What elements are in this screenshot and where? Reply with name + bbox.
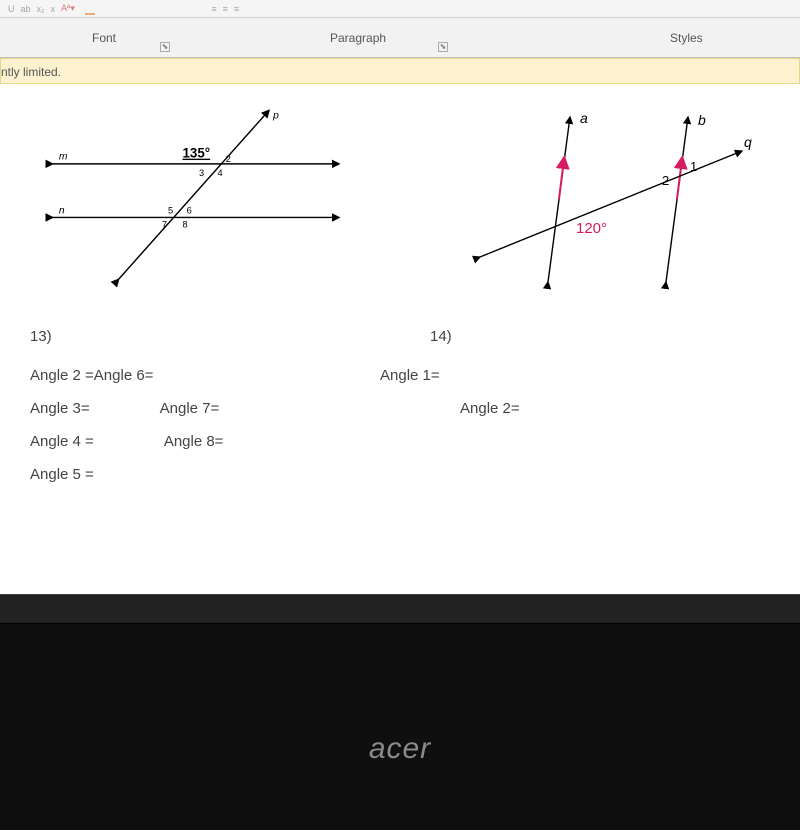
- ribbon-labels-row: Font Paragraph Styles ⬊ ⬊: [0, 18, 800, 58]
- q14-line: Angle 2=: [460, 392, 770, 425]
- q13-line: Angle 3=: [30, 392, 90, 425]
- format-icon[interactable]: [85, 3, 96, 15]
- question-13: 13) Angle 2 =Angle 6= Angle 3= Angle 7= …: [30, 320, 370, 491]
- format-icon[interactable]: Aª▾: [61, 3, 75, 14]
- format-icon[interactable]: x₂: [37, 4, 45, 14]
- svg-text:a: a: [580, 110, 588, 126]
- q13-line: Angle 8=: [164, 425, 224, 458]
- svg-text:8: 8: [182, 220, 187, 230]
- svg-text:4: 4: [218, 168, 223, 178]
- screen-bezel: [0, 594, 800, 624]
- question-14: 14) Angle 1= Angle 2=: [370, 320, 770, 491]
- format-icon[interactable]: U: [8, 4, 15, 14]
- q13-line: Angle 5 =: [30, 458, 370, 491]
- ribbon-toolbar-top: U ab x₂ x Aª▾ ≡ ≡ ≡: [0, 0, 800, 18]
- svg-text:1: 1: [690, 159, 697, 174]
- laptop-body: acer: [0, 624, 800, 830]
- svg-text:6: 6: [187, 205, 192, 215]
- svg-text:p: p: [272, 111, 279, 122]
- align-icon[interactable]: ≡: [234, 4, 239, 14]
- laptop-brand: acer: [369, 732, 431, 766]
- format-icon[interactable]: ab: [21, 4, 31, 14]
- notification-bar: ntly limited.: [0, 58, 800, 84]
- ribbon-font-label[interactable]: Font: [92, 31, 116, 45]
- q13-line: Angle 4 =: [30, 425, 94, 458]
- ribbon-paragraph-label[interactable]: Paragraph: [330, 31, 386, 45]
- diagram-13: 135° m n p 2 3 4 5 6 7 8: [30, 102, 370, 302]
- q13-number: 13): [30, 320, 370, 353]
- svg-text:n: n: [59, 205, 65, 216]
- format-icon[interactable]: x: [51, 4, 56, 14]
- q13-line: Angle 7=: [160, 392, 220, 425]
- angle-120-label: 120°: [576, 220, 607, 237]
- q14-number: 14): [430, 320, 770, 353]
- svg-text:2: 2: [226, 154, 231, 164]
- align-icon[interactable]: ≡: [223, 4, 228, 14]
- svg-text:3: 3: [199, 168, 204, 178]
- svg-text:7: 7: [162, 220, 167, 230]
- svg-text:5: 5: [168, 205, 173, 215]
- diagram-14: a b q 1 2 120°: [430, 102, 770, 302]
- q14-line: Angle 1=: [380, 359, 770, 392]
- notification-text: ntly limited.: [1, 65, 61, 79]
- svg-text:2: 2: [662, 173, 669, 188]
- questions-row: 13) Angle 2 =Angle 6= Angle 3= Angle 7= …: [30, 320, 770, 491]
- align-icon[interactable]: ≡: [211, 4, 216, 14]
- svg-text:b: b: [698, 112, 706, 128]
- dialog-launcher-icon[interactable]: ⬊: [160, 42, 170, 52]
- svg-text:m: m: [59, 152, 68, 163]
- document-area: 135° m n p 2 3 4 5 6 7 8: [0, 84, 800, 594]
- ribbon-styles-label[interactable]: Styles: [670, 31, 703, 45]
- svg-text:q: q: [744, 134, 752, 150]
- q13-line: Angle 2 =Angle 6=: [30, 359, 370, 392]
- dialog-launcher-icon[interactable]: ⬊: [438, 42, 448, 52]
- angle-135-label: 135°: [182, 146, 210, 161]
